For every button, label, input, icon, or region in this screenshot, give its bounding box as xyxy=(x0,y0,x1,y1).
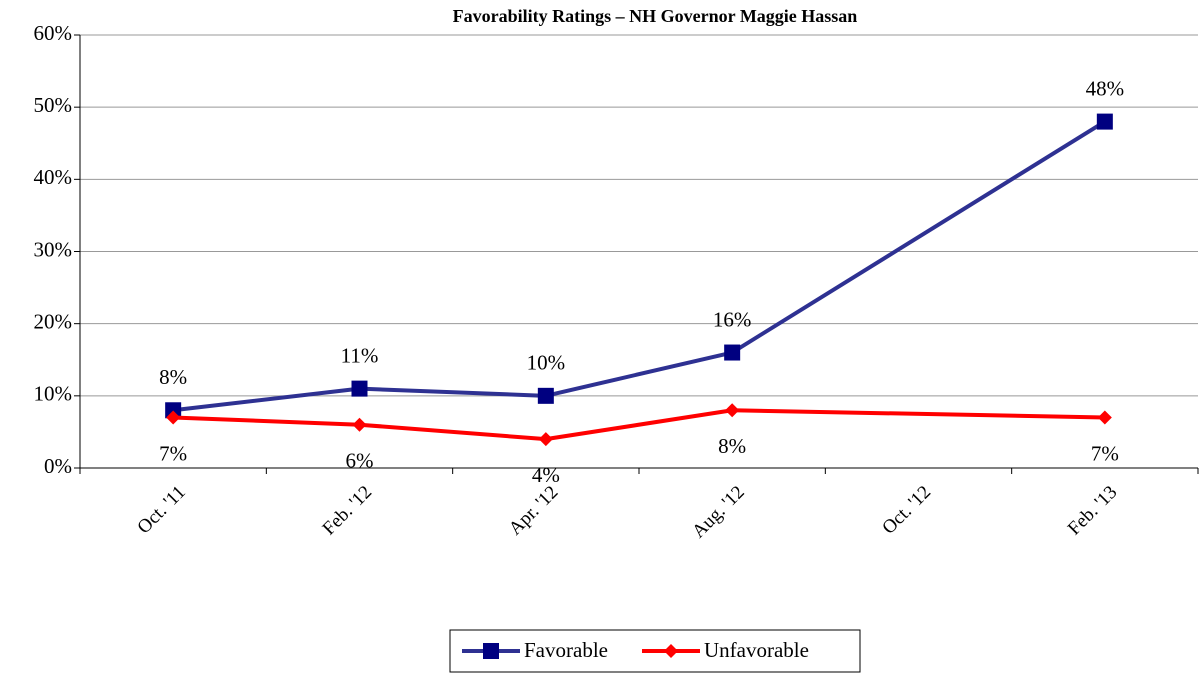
marker xyxy=(166,410,181,425)
x-tick-label: Feb. '13 xyxy=(1064,482,1122,540)
x-tick-label: Oct. '12 xyxy=(878,482,935,539)
marker xyxy=(538,432,553,447)
marker xyxy=(1096,113,1113,130)
marker xyxy=(537,387,554,404)
marker xyxy=(483,643,499,659)
marker xyxy=(165,402,182,419)
y-tick-label: 50% xyxy=(34,93,73,117)
y-tick-label: 20% xyxy=(34,309,73,333)
marker xyxy=(724,344,741,361)
y-tick-label: 0% xyxy=(44,454,72,478)
y-tick-label: 60% xyxy=(34,21,73,45)
marker xyxy=(1097,410,1112,425)
data-label: 48% xyxy=(1086,76,1125,100)
data-label: 7% xyxy=(1091,441,1119,465)
data-label: 8% xyxy=(718,434,746,458)
chart-title: Favorability Ratings – NH Governor Maggi… xyxy=(453,6,858,26)
x-tick-label: Aug. '12 xyxy=(688,482,749,543)
data-label: 11% xyxy=(341,343,379,367)
data-label: 10% xyxy=(527,351,566,375)
data-label: 16% xyxy=(713,307,752,331)
series-line xyxy=(172,119,1106,413)
legend: Favorable Unfavorable xyxy=(449,629,861,673)
marker xyxy=(352,417,367,432)
series-line xyxy=(173,408,1105,442)
marker xyxy=(351,380,368,397)
marker xyxy=(725,403,740,418)
y-tick-label: 10% xyxy=(34,382,73,406)
y-tick-label: 30% xyxy=(34,237,73,261)
marker xyxy=(664,644,678,658)
x-tick-label: Feb. '12 xyxy=(319,482,377,540)
data-label: 6% xyxy=(346,449,374,473)
data-label: 7% xyxy=(159,441,187,465)
data-label: 8% xyxy=(159,365,187,389)
x-tick-label: Oct. '11 xyxy=(133,482,189,538)
legend-label: Favorable xyxy=(524,638,608,662)
y-tick-label: 40% xyxy=(34,165,73,189)
data-label: 4% xyxy=(532,463,560,487)
legend-label: Unfavorable xyxy=(704,638,809,662)
x-tick-label: Apr. '12 xyxy=(505,482,563,540)
